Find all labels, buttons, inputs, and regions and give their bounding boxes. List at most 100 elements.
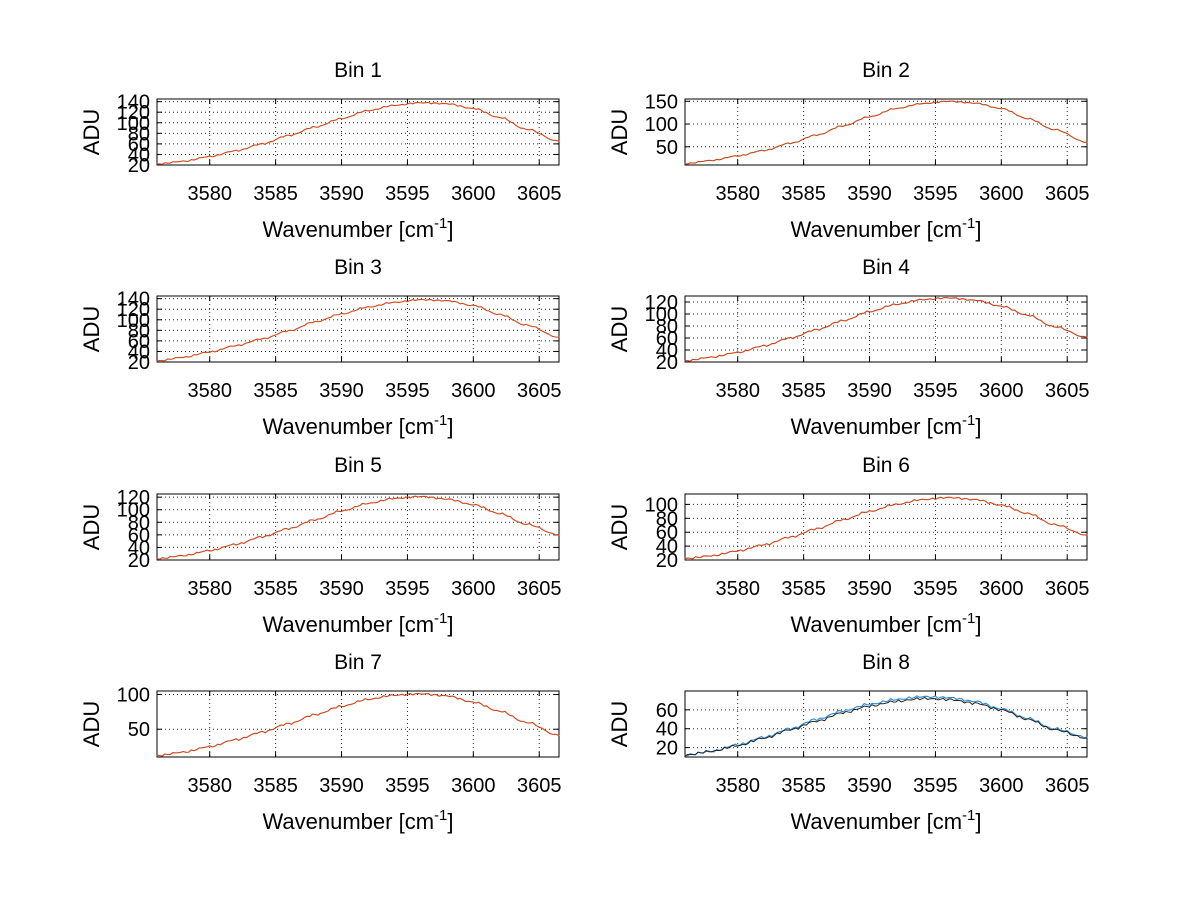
x-axis-label-base: Wavenumber [cm: [790, 809, 962, 834]
series-line-1: [156, 692, 560, 757]
panel-title: Bin 6: [862, 454, 910, 477]
y-tick-label-2: 40: [128, 144, 150, 166]
y-tick-label-3: 60: [128, 331, 150, 353]
x-axis-label: Wavenumber [cm-1]: [790, 807, 981, 834]
plot-area: [156, 493, 560, 561]
panel-7: 3580 3585 3590 3595 3600 3605 50 100 Bin 7 Wavenu…: [79, 651, 561, 834]
x-tick-label-4: 3595: [385, 775, 430, 797]
x-axis-label: Wavenumber [cm-1]: [790, 610, 981, 637]
y-axis-label: ADU: [607, 701, 632, 747]
panel-title: Bin 5: [334, 454, 382, 477]
y-tick-label-6: 120: [117, 487, 150, 509]
x-axis-label-suffix: ]: [447, 217, 453, 242]
y-tick-label-4: 80: [656, 508, 678, 530]
x-tick-label-1: 3580: [187, 380, 232, 402]
y-axis-label: ADU: [79, 109, 104, 155]
y-tick-label-4: 80: [656, 316, 678, 338]
y-tick-label-1: 20: [656, 352, 678, 374]
y-tick-label-5: 100: [117, 113, 150, 135]
y-tick-label-6: 120: [117, 102, 150, 124]
x-tick-label-4: 3595: [913, 775, 958, 797]
x-tick-label-1: 3580: [715, 380, 760, 402]
y-tick-label-1: 50: [656, 137, 678, 159]
x-tick-label-6: 3605: [1045, 380, 1090, 402]
x-axis-label: Wavenumber [cm-1]: [262, 610, 453, 637]
x-tick-label-1: 3580: [715, 183, 760, 205]
x-axis-label-exponent: -1: [434, 412, 447, 429]
plot-area: [684, 295, 1088, 363]
x-axis-label: Wavenumber [cm-1]: [790, 215, 981, 242]
x-tick-label-2: 3585: [253, 578, 298, 600]
y-tick-label-4: 80: [128, 320, 150, 342]
x-axis-label-exponent: -1: [434, 215, 447, 232]
x-axis-label-base: Wavenumber [cm: [790, 612, 962, 637]
panel-3: 3580 3585 3590 3595 3600 3605 2040608010012014…: [79, 256, 561, 439]
x-tick-label-6: 3605: [517, 775, 562, 797]
series-line-1: [156, 495, 560, 560]
x-axis-label-suffix: ]: [975, 414, 981, 439]
y-tick-label-1: 20: [656, 738, 678, 760]
x-axis-label-base: Wavenumber [cm: [262, 612, 434, 637]
x-tick-label-4: 3595: [913, 380, 958, 402]
x-axis-label-suffix: ]: [447, 809, 453, 834]
x-axis-label-exponent: -1: [962, 412, 975, 429]
x-axis-label-suffix: ]: [975, 217, 981, 242]
x-tick-label-3: 3590: [319, 183, 364, 205]
plot-area: [684, 98, 1088, 166]
x-tick-label-6: 3605: [1045, 578, 1090, 600]
y-tick-label-5: 100: [645, 494, 678, 516]
x-tick-label-2: 3585: [253, 380, 298, 402]
y-axis-label: ADU: [607, 504, 632, 550]
x-tick-label-5: 3600: [451, 578, 496, 600]
x-tick-label-5: 3600: [979, 380, 1024, 402]
x-axis-label: Wavenumber [cm-1]: [790, 412, 981, 439]
x-tick-label-3: 3590: [847, 183, 892, 205]
x-tick-label-3: 3590: [847, 775, 892, 797]
panel-title: Bin 7: [334, 651, 382, 674]
series-line-1: [156, 298, 560, 362]
x-tick-label-1: 3580: [187, 775, 232, 797]
x-tick-label-4: 3595: [913, 578, 958, 600]
y-tick-label-3: 60: [656, 522, 678, 544]
x-tick-label-5: 3600: [451, 380, 496, 402]
x-tick-label-2: 3585: [253, 183, 298, 205]
x-tick-label-1: 3580: [187, 578, 232, 600]
y-tick-label-5: 100: [117, 500, 150, 522]
x-tick-label-5: 3600: [979, 578, 1024, 600]
y-tick-label-1: 20: [128, 352, 150, 374]
x-axis-label-exponent: -1: [962, 610, 975, 627]
x-axis-label: Wavenumber [cm-1]: [262, 215, 453, 242]
y-axis-label: ADU: [79, 701, 104, 747]
x-tick-label-5: 3600: [979, 183, 1024, 205]
y-tick-label-2: 40: [656, 719, 678, 741]
x-tick-label-5: 3600: [979, 775, 1024, 797]
x-tick-label-5: 3600: [451, 775, 496, 797]
y-tick-label-7: 140: [117, 92, 150, 114]
x-axis-label-base: Wavenumber [cm: [262, 809, 434, 834]
y-tick-label-5: 100: [117, 310, 150, 332]
x-axis-label-base: Wavenumber [cm: [790, 217, 962, 242]
y-tick-label-1: 20: [128, 155, 150, 177]
series-line-1: [684, 100, 1088, 165]
x-axis-label-base: Wavenumber [cm: [790, 414, 962, 439]
x-tick-label-4: 3595: [385, 183, 430, 205]
x-axis-label-exponent: -1: [962, 807, 975, 824]
x-axis-label-suffix: ]: [975, 809, 981, 834]
y-tick-label-5: 100: [645, 304, 678, 326]
series-line-2: [684, 696, 1088, 757]
x-axis-label: Wavenumber [cm-1]: [262, 807, 453, 834]
x-tick-label-5: 3600: [451, 183, 496, 205]
y-tick-label-2: 40: [656, 340, 678, 362]
y-tick-label-3: 60: [128, 134, 150, 156]
x-axis-label-suffix: ]: [447, 612, 453, 637]
x-tick-label-2: 3585: [781, 183, 826, 205]
y-tick-label-3: 60: [656, 700, 678, 722]
x-tick-label-6: 3605: [517, 380, 562, 402]
x-tick-label-6: 3605: [517, 578, 562, 600]
panel-title: Bin 1: [334, 59, 382, 82]
x-tick-label-1: 3580: [715, 775, 760, 797]
